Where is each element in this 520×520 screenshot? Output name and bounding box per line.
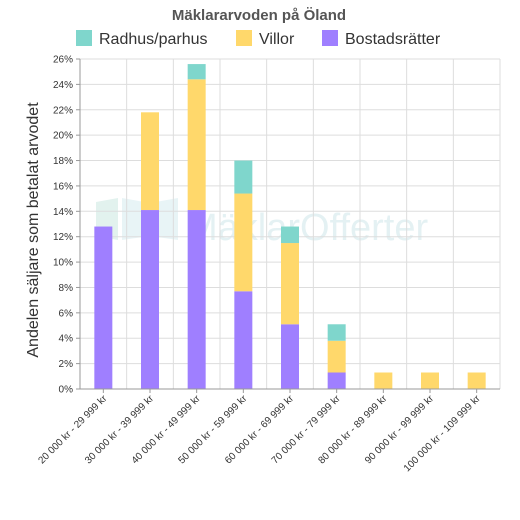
bar-segment [234,160,253,194]
bar-segment [281,243,299,325]
y-tick-label: 0% [59,385,74,396]
y-tick-label: 6% [59,308,74,319]
legend-swatch [76,30,92,46]
watermark-logo: MäklarOfferter [96,198,428,249]
bar-segment [374,372,393,389]
bar-segment [94,226,113,389]
bar-segment [141,210,159,389]
bar-segment [281,226,299,244]
bar-segment [467,372,486,389]
y-tick-label: 2% [59,359,74,370]
y-tick-label: 18% [53,156,73,167]
watermark-text: MäklarOfferter [186,207,428,249]
legend: Radhus/parhus Villor Bostadsrätter [76,30,441,48]
bar-segment [187,79,206,211]
y-tick-label: 22% [53,105,73,116]
chart-title: Mäklararvoden på Öland [172,7,346,24]
y-tick-label: 10% [53,258,73,269]
bar-segment [187,210,206,389]
bar-segment [327,324,346,341]
bar-segment [141,112,159,211]
y-tick-label: 4% [59,334,74,345]
y-tick-label: 26% [53,55,73,66]
legend-label: Radhus/parhus [99,31,208,48]
y-tick-label: 16% [53,181,73,192]
bar-segment [327,372,346,389]
legend-label: Bostadsrätter [345,31,441,48]
legend-label: Villor [259,31,295,48]
bar-segment [187,64,206,80]
bar-segment [281,324,299,389]
bars [94,64,486,389]
y-tick-label: 8% [59,283,74,294]
y-tick-label: 14% [53,207,73,218]
bar-segment [234,291,253,389]
bar-segment [421,372,439,389]
legend-swatch [236,30,252,46]
legend-swatch [322,30,338,46]
y-tick-label: 24% [53,80,73,91]
bar-segment [234,193,253,292]
y-tick-label: 12% [53,232,73,243]
y-axis-label: Andelen säljare som betalat arvodet [25,102,42,358]
bar-segment [327,340,346,373]
x-tick-label: 100 000 kr - 109 999 kr [402,393,483,474]
y-tick-label: 20% [53,131,73,142]
